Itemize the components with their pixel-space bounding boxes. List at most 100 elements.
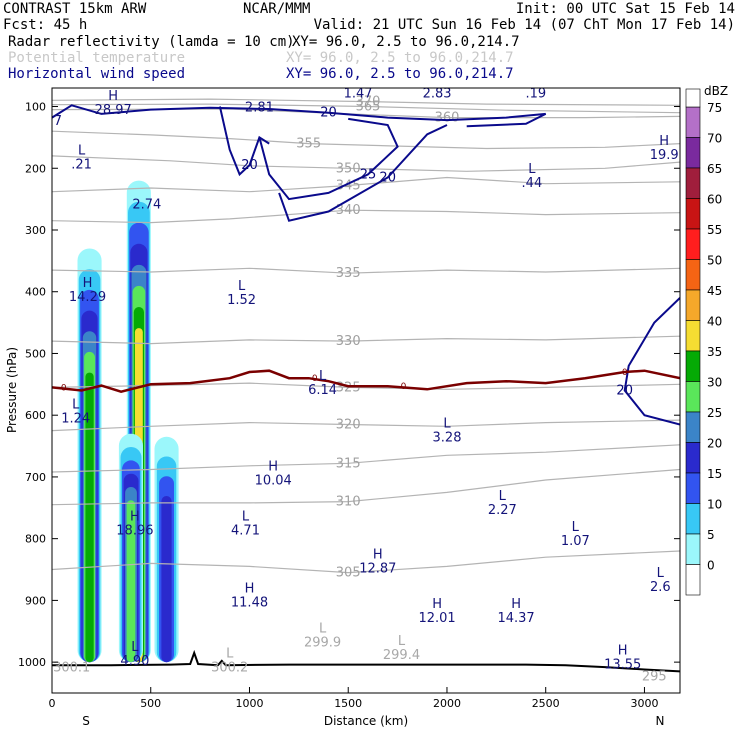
extremum-letter-23: H — [432, 597, 442, 612]
field-wind: Horizontal wind speed — [8, 66, 185, 82]
theta-label-310: 310 — [336, 495, 361, 510]
extremum-value-22: 11.48 — [231, 596, 268, 611]
extremum-letter-13: L — [72, 398, 80, 413]
extremum-value-16: 2.27 — [488, 503, 517, 518]
end-label-n: N — [656, 714, 665, 728]
colorbar-label-65: 65 — [707, 162, 722, 176]
wind-label-1: 20 — [241, 158, 258, 173]
y-tick-label-1000: 1000 — [18, 656, 46, 669]
colorbar-label-60: 60 — [707, 193, 722, 207]
extremum-value-14: 3.28 — [433, 431, 462, 446]
wind-contour-0 — [52, 104, 547, 128]
freezing-label-1: 0 — [312, 374, 318, 384]
y-tick-label-800: 800 — [25, 533, 46, 546]
extremum-value-4: 2.83 — [423, 86, 452, 101]
forecast-hour: Fcst: 45 h — [3, 17, 87, 33]
x-tick-label-3000: 3000 — [631, 697, 659, 710]
extremum-letter-30: H — [618, 643, 628, 658]
axes: 0 500 1000 1500 2000 2500 30001002003004005006… — [18, 101, 680, 710]
theta-label-330: 330 — [336, 334, 361, 349]
colorbar-swatch-5 — [685, 533, 701, 565]
extremum-value-17: 18.96 — [116, 523, 153, 538]
colorbar-label-35: 35 — [707, 345, 722, 359]
y-tick-label-100: 100 — [25, 101, 46, 114]
wind-label-2: 25 — [360, 167, 377, 182]
extremum-letter-19: L — [572, 520, 580, 535]
colorbar-top-cap — [685, 88, 701, 108]
extremum-value-10: 14.29 — [69, 290, 106, 305]
colorbar-swatch-60 — [685, 198, 701, 230]
reflectivity-layer — [77, 180, 179, 663]
extremum-value-8: .44 — [522, 176, 543, 191]
y-tick-label-300: 300 — [25, 224, 46, 237]
colorbar-label-0: 0 — [707, 559, 715, 573]
theta-contour-365 — [52, 103, 680, 114]
colorbar-label-20: 20 — [707, 437, 722, 451]
extremum-letter-20: H — [373, 548, 383, 563]
wind-contour-1 — [218, 106, 270, 177]
x-tick-label-2000: 2000 — [433, 697, 461, 710]
extremum-value-29: 300.1 — [53, 660, 90, 675]
valid-time: Valid: 21 UTC Sun 16 Feb 14 (07 ChT Mon … — [314, 17, 735, 33]
theta-contour-335 — [52, 267, 680, 274]
theta-label-305: 305 — [336, 566, 361, 581]
theta-contour-310 — [52, 468, 680, 506]
extremum-letter-10: H — [83, 276, 93, 291]
extremum-value-15: 10.04 — [255, 473, 292, 488]
colorbar-swatch-25 — [685, 411, 701, 443]
freezing-label-0: 0 — [61, 383, 67, 393]
x-tick-label-2500: 2500 — [532, 697, 560, 710]
freezing-level-line — [52, 369, 680, 393]
reflectivity-cell-3-band-20 — [161, 496, 172, 663]
extremum-letter-16: L — [499, 489, 507, 504]
colorbar-swatch-35 — [685, 350, 701, 382]
init-time: Init: 00 UTC Sat 15 Feb 14 — [516, 1, 735, 17]
extremum-value-23: 12.01 — [418, 611, 455, 626]
extremum-value-25: 299.9 — [304, 636, 341, 651]
theta-contour-330 — [52, 335, 680, 345]
extremum-letter-11: L — [238, 279, 246, 294]
y-tick-label-200: 200 — [25, 162, 46, 175]
colorbar-label-5: 5 — [707, 528, 715, 542]
theta-contour-355 — [52, 130, 680, 150]
wind-label-3: 20 — [379, 171, 396, 186]
extremum-letter-8: L — [528, 162, 536, 177]
extremum-letter-14: L — [443, 417, 451, 432]
extremum-letter-27: L — [131, 640, 139, 655]
colorbar-unit: dBZ — [704, 84, 728, 98]
extremum-value-12: 6.14 — [308, 383, 337, 398]
colorbar-swatch-0 — [685, 564, 701, 596]
theta-contour-305 — [52, 550, 680, 574]
theta-label-345: 345 — [336, 179, 361, 194]
colorbar-label-10: 10 — [707, 498, 722, 512]
colorbar-swatch-65 — [685, 167, 701, 199]
colorbar-label-40: 40 — [707, 315, 722, 329]
theta-label-315: 315 — [336, 456, 361, 471]
theta-contour-320 — [52, 419, 680, 432]
colorbar-label-25: 25 — [707, 406, 722, 420]
y-tick-label-900: 900 — [25, 594, 46, 607]
y-axis-label: Pressure (hPa) — [5, 347, 19, 433]
extremum-letter-7: H — [659, 134, 669, 149]
wind-label-0: 20 — [320, 106, 337, 121]
colorbar-label-70: 70 — [707, 132, 722, 146]
extremum-letter-21: L — [657, 566, 665, 581]
extremum-value-21: 2.6 — [650, 580, 671, 595]
field-reflectivity: Radar reflectivity (lamda = 10 cm) — [8, 34, 295, 50]
extremum-letter-18: L — [242, 509, 250, 524]
plot-frame — [51, 87, 681, 694]
wind-contour-4 — [623, 297, 680, 426]
x-tick-label-500: 500 — [140, 697, 161, 710]
extremum-value-31: 295 — [642, 670, 667, 685]
colorbar-swatch-15 — [685, 472, 701, 504]
extremum-letter-12: L — [319, 369, 327, 384]
extremum-value-2: 2.81 — [245, 101, 274, 116]
y-tick-label-400: 400 — [25, 286, 46, 299]
theta-label-325: 325 — [336, 380, 361, 395]
freezing-label-3: 0 — [622, 368, 628, 378]
extremum-value-5: .19 — [525, 86, 546, 101]
